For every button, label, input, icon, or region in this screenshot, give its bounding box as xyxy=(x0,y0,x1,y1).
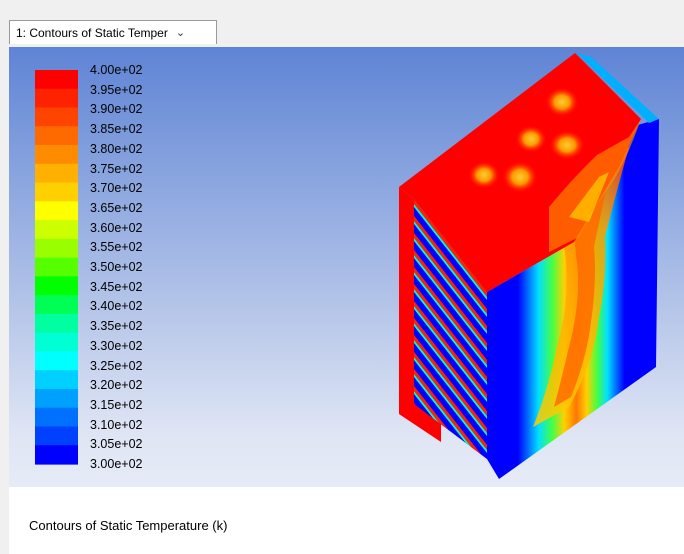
legend-swatch xyxy=(35,313,78,334)
legend-swatch xyxy=(35,351,78,371)
color-legend xyxy=(35,70,78,465)
tab-label: 1: Contours of Static Temper xyxy=(16,25,168,40)
fin-stripe-edge xyxy=(414,323,487,419)
hotspot xyxy=(468,161,500,189)
hotspot xyxy=(549,130,585,160)
hotspot xyxy=(502,161,538,193)
legend-swatch xyxy=(35,257,78,277)
legend-tick-label: 3.00e+02 xyxy=(90,457,143,471)
legend-swatch xyxy=(35,238,78,259)
fin-stripe-edge xyxy=(414,340,487,436)
legend-swatch xyxy=(35,276,78,296)
legend-swatch xyxy=(35,332,78,353)
legend-swatch xyxy=(35,201,78,221)
view-tab-bar: 1: Contours of Static Temper ⌄ xyxy=(0,0,684,48)
legend-swatch xyxy=(35,388,78,409)
fin-stripe-edge xyxy=(414,357,487,453)
legend-tick-label: 3.90e+02 xyxy=(90,102,143,117)
legend-tick-label: 3.40e+02 xyxy=(90,299,143,314)
legend-swatch xyxy=(35,445,78,465)
legend-tick-label: 3.45e+02 xyxy=(90,279,143,294)
contour-model xyxy=(399,53,659,479)
legend-swatch xyxy=(35,126,78,146)
legend-swatch xyxy=(35,182,78,202)
right-edge-face xyxy=(577,53,659,123)
legend-swatch xyxy=(35,295,78,315)
legend-swatch xyxy=(35,163,78,184)
legend-tick-label: 3.10e+02 xyxy=(90,417,143,432)
fin-stripe xyxy=(414,267,487,365)
legend-tick-label: 3.95e+02 xyxy=(90,82,143,97)
legend-tick-label: 3.55e+02 xyxy=(90,240,143,255)
legend-tick-label: 3.15e+02 xyxy=(90,397,143,412)
fin-stripe-edge xyxy=(414,289,487,385)
hotspot xyxy=(515,125,547,153)
legend-swatch xyxy=(35,145,78,165)
fin-stripe xyxy=(414,318,487,416)
fin-stripe xyxy=(414,216,487,314)
legend-tick-label: 3.65e+02 xyxy=(90,200,143,215)
legend-tick-label: 3.75e+02 xyxy=(90,161,143,176)
legend-swatch xyxy=(35,70,78,90)
fin-stripe xyxy=(414,301,487,399)
legend-tick-label: 3.60e+02 xyxy=(90,220,143,235)
fin-stripe xyxy=(414,284,487,382)
window-left-margin xyxy=(0,47,9,554)
legend-swatch xyxy=(35,426,78,446)
legend-tick-label: 3.05e+02 xyxy=(90,437,143,452)
legend-tick-label: 3.35e+02 xyxy=(90,319,143,334)
tab-contours-view[interactable]: 1: Contours of Static Temper ⌄ xyxy=(9,20,217,44)
fin-stripe-edge xyxy=(414,306,487,402)
legend-tick-label: 3.20e+02 xyxy=(90,378,143,393)
legend-tick-label: 3.70e+02 xyxy=(90,181,143,196)
view-caption: Contours of Static Temperature (k) xyxy=(29,518,228,533)
fin-stripe xyxy=(414,335,487,433)
fin-stripe-edge xyxy=(414,204,487,300)
fin-stripe-edge xyxy=(414,238,487,334)
side-hot-core xyxy=(554,177,609,407)
graphics-viewport[interactable]: 4.00e+02 3.95e+02 3.90e+02 3.85e+02 3.80e+02… xyxy=(9,47,684,487)
legend-swatch xyxy=(35,407,78,428)
hotspot xyxy=(545,87,579,117)
left-face xyxy=(399,187,441,442)
fin-stripe xyxy=(414,352,487,450)
legend-tick-labels: 4.00e+02 3.95e+02 3.90e+02 3.85e+02 3.80e+02… xyxy=(90,47,190,487)
legend-tick-label: 3.30e+02 xyxy=(90,338,143,353)
legend-tick-label: 3.25e+02 xyxy=(90,358,143,373)
legend-swatch xyxy=(35,370,78,390)
fin-stripe xyxy=(414,250,487,348)
chevron-down-icon[interactable]: ⌄ xyxy=(175,27,186,39)
fin-stripe xyxy=(414,233,487,331)
legend-swatch xyxy=(35,220,78,240)
fin-stripe xyxy=(414,199,487,297)
legend-tick-label: 4.00e+02 xyxy=(90,63,143,77)
legend-tick-label: 3.50e+02 xyxy=(90,260,143,274)
legend-swatch xyxy=(35,88,78,109)
legend-swatch xyxy=(35,107,78,127)
legend-tick-label: 3.80e+02 xyxy=(90,141,143,156)
fin-stripe xyxy=(414,369,487,459)
fin-stripe-edge xyxy=(414,221,487,317)
fin-stripe-edge xyxy=(414,255,487,351)
legend-tick-label: 3.85e+02 xyxy=(90,122,143,137)
fin-stripe-edge xyxy=(414,272,487,368)
